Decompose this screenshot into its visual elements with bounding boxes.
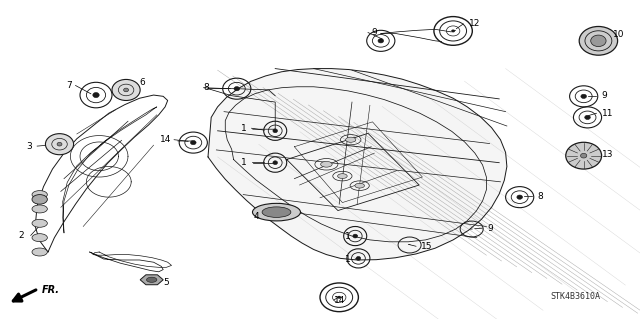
Ellipse shape — [32, 219, 47, 227]
Ellipse shape — [45, 134, 74, 155]
Ellipse shape — [566, 142, 602, 169]
Ellipse shape — [581, 94, 586, 99]
Text: 9: 9 — [602, 91, 607, 100]
Ellipse shape — [517, 195, 522, 199]
Polygon shape — [208, 69, 507, 260]
Text: 9: 9 — [371, 28, 377, 37]
Ellipse shape — [32, 234, 47, 242]
Ellipse shape — [253, 204, 301, 221]
Ellipse shape — [273, 129, 278, 133]
Ellipse shape — [124, 88, 129, 92]
Polygon shape — [140, 275, 163, 285]
Text: 3: 3 — [26, 142, 32, 151]
Text: 8: 8 — [204, 83, 209, 92]
Text: 1: 1 — [345, 255, 351, 263]
Ellipse shape — [579, 26, 618, 55]
Text: 6: 6 — [139, 78, 145, 87]
Text: 14: 14 — [160, 135, 172, 144]
Circle shape — [346, 137, 356, 142]
Ellipse shape — [273, 161, 278, 165]
Text: 13: 13 — [602, 150, 613, 159]
Text: STK4B3610A: STK4B3610A — [550, 293, 600, 301]
Ellipse shape — [580, 153, 587, 158]
Text: 5: 5 — [163, 278, 169, 287]
Ellipse shape — [32, 248, 47, 256]
Text: 15: 15 — [421, 242, 433, 251]
Ellipse shape — [451, 30, 455, 32]
Text: FR.: FR. — [42, 285, 60, 295]
Text: 7: 7 — [66, 81, 72, 90]
Ellipse shape — [234, 86, 239, 91]
Ellipse shape — [356, 256, 361, 260]
Ellipse shape — [262, 207, 291, 218]
Circle shape — [321, 161, 332, 167]
Ellipse shape — [32, 195, 47, 204]
Ellipse shape — [337, 296, 341, 299]
Text: 12: 12 — [468, 19, 480, 28]
Text: 2: 2 — [19, 231, 24, 240]
Text: 14: 14 — [334, 296, 346, 305]
Ellipse shape — [191, 140, 196, 145]
Ellipse shape — [112, 79, 140, 100]
Text: 11: 11 — [602, 109, 613, 118]
Ellipse shape — [353, 234, 358, 238]
Text: 1: 1 — [345, 232, 351, 241]
Ellipse shape — [585, 115, 590, 120]
Text: 1: 1 — [241, 124, 246, 133]
Ellipse shape — [32, 205, 47, 213]
Ellipse shape — [32, 190, 47, 198]
Text: 4: 4 — [253, 212, 259, 221]
Circle shape — [338, 174, 348, 179]
Text: 1: 1 — [241, 158, 246, 167]
Circle shape — [355, 183, 365, 188]
Circle shape — [147, 277, 157, 282]
Text: 9: 9 — [488, 224, 493, 233]
Ellipse shape — [378, 39, 383, 43]
Text: 10: 10 — [613, 30, 625, 39]
Ellipse shape — [93, 93, 99, 98]
Text: 8: 8 — [538, 192, 543, 201]
Ellipse shape — [591, 35, 606, 47]
Ellipse shape — [57, 142, 62, 146]
